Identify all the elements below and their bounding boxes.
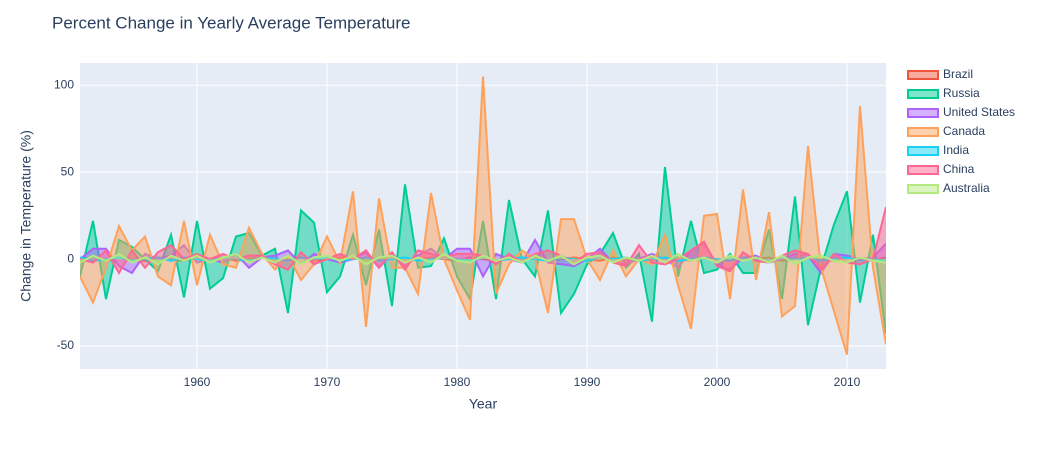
x-tick-label: 1960	[184, 375, 211, 389]
legend-swatch	[907, 165, 939, 175]
x-tick-label: 2010	[834, 375, 861, 389]
area-fill	[80, 240, 886, 277]
y-tick-label: 100	[54, 77, 74, 91]
legend-label: China	[943, 162, 975, 176]
area-fill	[80, 253, 886, 265]
legend-swatch	[907, 108, 939, 118]
legend-label: Brazil	[943, 67, 973, 81]
legend-swatch	[907, 127, 939, 137]
legend-label: India	[943, 143, 969, 157]
legend-label: Russia	[943, 86, 980, 100]
area-line	[80, 252, 886, 266]
y-tick-label: 50	[61, 164, 75, 178]
chart-title: Percent Change in Yearly Average Tempera…	[52, 13, 411, 32]
area-fill	[80, 76, 886, 355]
y-tick-label: 0	[67, 251, 74, 265]
legend-swatch	[907, 89, 939, 99]
legend-label: United States	[943, 105, 1015, 119]
legend-swatch	[907, 70, 939, 80]
x-tick-label: 1980	[444, 375, 471, 389]
x-tick-label: 1970	[314, 375, 341, 389]
legend-swatch	[907, 184, 939, 194]
y-tick-label: -50	[57, 338, 75, 352]
x-tick-label: 1990	[574, 375, 601, 389]
legend-swatch	[907, 146, 939, 156]
x-tick-label: 2000	[704, 375, 731, 389]
area-line	[80, 76, 886, 355]
y-axis-title: Change in Temperature (%)	[18, 130, 34, 302]
legend-label: Canada	[943, 124, 985, 138]
x-axis-title: Year	[469, 396, 498, 412]
legend-label: Australia	[943, 181, 990, 195]
